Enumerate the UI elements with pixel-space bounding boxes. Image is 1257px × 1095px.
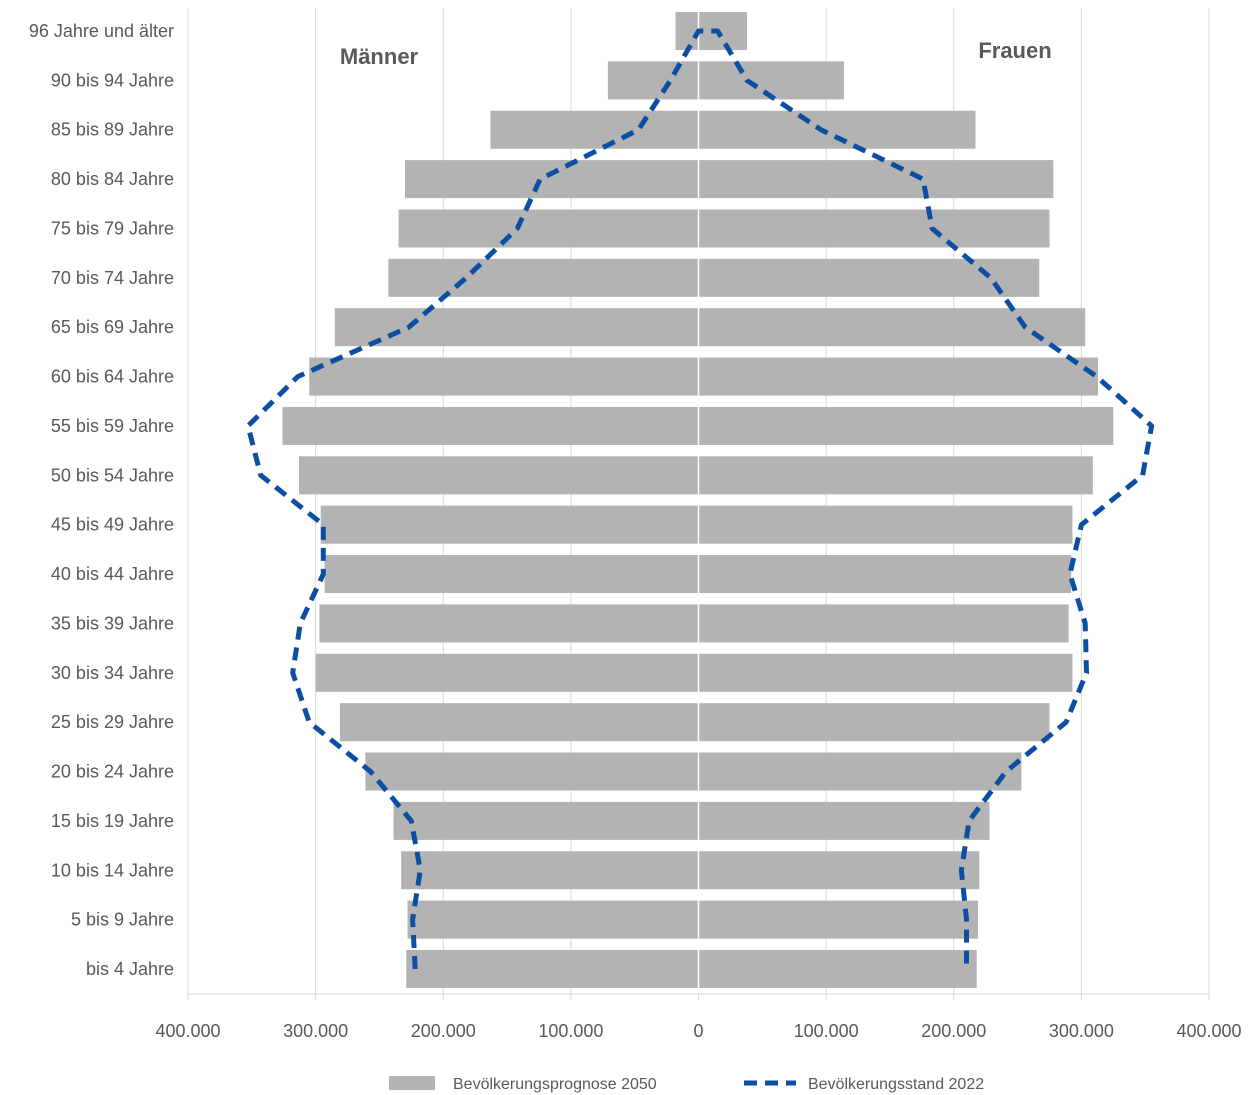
bars-layer [282,12,1114,988]
category-label-13: 65 bis 69 Jahre [51,317,174,337]
bar-female-17 [698,110,976,149]
bar-female-3 [698,801,990,840]
category-label-14: 70 bis 74 Jahre [51,268,174,288]
bar-male-15 [398,209,699,248]
group-label-female: Frauen [978,38,1051,63]
group-label-male: Männer [340,44,419,69]
x-tick-label-4: 0 [693,1021,703,1041]
x-tick-label-1: 300.000 [283,1021,348,1041]
bar-female-8 [698,555,1072,594]
category-label-3: 15 bis 19 Jahre [51,811,174,831]
bar-male-6 [315,653,699,692]
bar-male-3 [393,801,699,840]
category-label-11: 55 bis 59 Jahre [51,416,174,436]
bar-female-19 [698,12,747,50]
line-layer [245,28,1155,970]
bar-male-5 [339,703,699,742]
bar-female-10 [698,456,1093,495]
bar-male-9 [320,505,699,544]
category-label-5: 25 bis 29 Jahre [51,712,174,732]
bar-male-11 [282,406,699,445]
category-label-17: 85 bis 89 Jahre [51,120,174,140]
x-tick-label-8: 400.000 [1176,1021,1241,1041]
x-tick-label-6: 200.000 [921,1021,986,1041]
bar-female-15 [698,209,1050,248]
bar-female-6 [698,653,1073,692]
series-line-2022 [245,28,1155,970]
bar-female-12 [698,357,1098,396]
category-label-10: 50 bis 54 Jahre [51,465,174,485]
labels: bis 4 Jahre 5 bis 9 Jahre 10 bis 14 Jahre 1… [29,21,1242,1041]
bar-female-2 [698,851,980,890]
category-label-19: 96 Jahre und älter [29,21,174,41]
bar-female-0 [698,950,977,988]
bar-male-10 [299,456,699,495]
x-tick-label-7: 300.000 [1049,1021,1114,1041]
bar-male-0 [406,950,699,988]
bar-female-1 [698,900,978,939]
bar-male-7 [319,604,699,643]
category-label-2: 10 bis 14 Jahre [51,860,174,880]
category-label-12: 60 bis 64 Jahre [51,367,174,387]
category-label-8: 40 bis 44 Jahre [51,564,174,584]
bar-male-1 [407,900,699,939]
bar-male-12 [309,357,699,396]
bar-female-13 [698,308,1086,347]
bar-female-16 [698,160,1054,199]
bar-male-8 [324,555,699,594]
category-label-4: 20 bis 24 Jahre [51,762,174,782]
bar-male-2 [401,851,699,890]
legend-swatch-2050 [389,1076,435,1090]
bar-male-16 [404,160,699,199]
category-label-18: 90 bis 94 Jahre [51,70,174,90]
bar-female-9 [698,505,1073,544]
bar-female-14 [698,258,1040,297]
x-tick-label-5: 100.000 [794,1021,859,1041]
bar-male-4 [365,752,699,791]
bar-male-19 [675,12,699,50]
bar-male-17 [490,110,699,149]
legend-label-2022: Bevölkerungsstand 2022 [808,1076,984,1093]
bar-female-7 [698,604,1069,643]
bar-female-4 [698,752,1022,791]
legend: Bevölkerungsprognose 2050 Bevölkerungssta… [389,1076,984,1093]
bar-male-13 [334,308,699,347]
category-label-6: 30 bis 34 Jahre [51,663,174,683]
category-label-9: 45 bis 49 Jahre [51,515,174,535]
category-label-15: 75 bis 79 Jahre [51,218,174,238]
legend-label-2050: Bevölkerungsprognose 2050 [453,1076,657,1093]
x-tick-label-0: 400.000 [155,1021,220,1041]
x-tick-label-2: 200.000 [411,1021,476,1041]
category-label-1: 5 bis 9 Jahre [71,910,174,930]
bar-female-5 [698,703,1050,742]
category-label-0: bis 4 Jahre [86,959,174,979]
bar-male-14 [388,258,699,297]
category-label-16: 80 bis 84 Jahre [51,169,174,189]
bar-female-11 [698,406,1114,445]
bar-female-18 [698,61,844,100]
bar-male-18 [607,61,699,100]
axes [187,8,1210,1000]
category-label-7: 35 bis 39 Jahre [51,613,174,633]
x-tick-label-3: 100.000 [538,1021,603,1041]
